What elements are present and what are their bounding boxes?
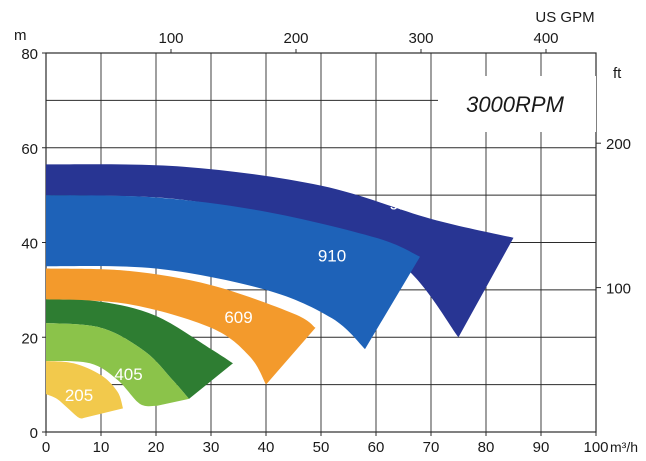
left-tick-label: 60 [21,141,38,158]
left-axis-unit: m [14,27,27,44]
curve-label-205: 205 [65,386,93,405]
left-tick-label: 0 [30,425,38,442]
bottom-tick-label: 60 [368,439,385,456]
curve-band-205 [46,360,123,419]
bottom-axis-unit: m³/h [610,439,638,455]
top-tick-label: 200 [283,30,308,47]
bottom-tick-label: 50 [313,439,330,456]
bottom-tick-label: 90 [533,439,550,456]
left-tick-label: 20 [21,330,38,347]
bottom-tick-label: 80 [478,439,495,456]
bottom-tick-label: 10 [93,439,110,456]
bottom-tick-label: 30 [203,439,220,456]
curve-labels: 915 910 609 405 205 [65,194,418,405]
curve-band-405 [46,323,189,407]
curve-band-915 [46,164,514,338]
left-tick-label: 80 [21,46,38,63]
bottom-tick-label: 40 [258,439,275,456]
curve-band-910 [46,195,420,350]
right-tick-label: 100 [606,281,631,298]
curve-label-910: 910 [318,246,346,265]
curves [46,164,514,419]
bottom-tick-label: 100 [583,439,608,456]
curve-band-unlabeled [46,299,233,399]
top-tick-label: 100 [158,30,183,47]
left-tick-label: 40 [21,236,38,253]
curve-band-609 [46,268,316,385]
top-axis-unit: US GPM [535,9,594,26]
right-axis-unit: ft [613,65,622,82]
right-tick-label: 200 [606,136,631,153]
speed-label-box [438,76,596,132]
top-tick-label: 400 [533,30,558,47]
curve-label-609: 609 [224,308,252,327]
curve-label-915: 915 [389,194,417,213]
curve-label-405: 405 [114,365,142,384]
bottom-tick-label: 0 [42,439,50,456]
bottom-tick-label: 20 [148,439,165,456]
top-tick-label: 300 [408,30,433,47]
bottom-tick-label: 70 [423,439,440,456]
speed-label: 3000RPM [466,92,565,117]
